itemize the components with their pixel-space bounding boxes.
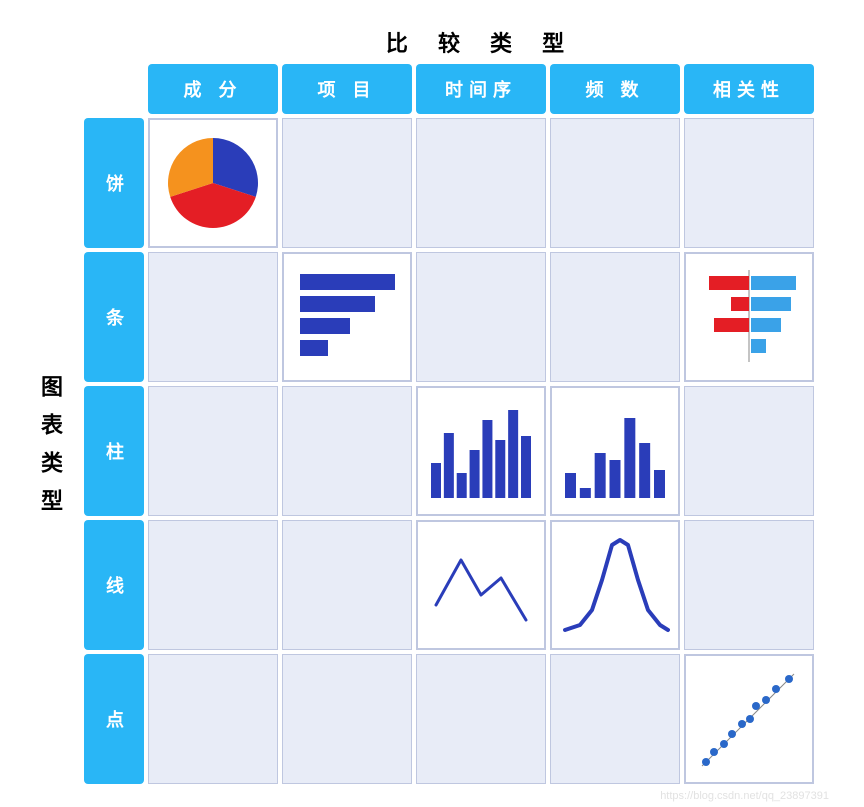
cell-r0-c4: [684, 118, 814, 248]
col-header-0: 成 分: [148, 64, 278, 114]
cell-r3-c4: [684, 520, 814, 650]
cell-r4-c2: [416, 654, 546, 784]
col-header-1: 项 目: [282, 64, 412, 114]
col-header-2: 时间序: [416, 64, 546, 114]
watermark: https://blog.csdn.net/qq_23897391: [660, 790, 829, 802]
cell-r2-c0: [148, 386, 278, 516]
row-header-1: 条: [84, 252, 144, 382]
cell-r4-c3: [550, 654, 680, 784]
column_time-chart: [426, 396, 536, 506]
cell-r1-c0: [148, 252, 278, 382]
cell-r0-c0: [148, 118, 278, 248]
cell-r3-c0: [148, 520, 278, 650]
bar_diverge-chart: [694, 262, 804, 372]
row-header-4: 点: [84, 654, 144, 784]
cell-r1-c1: [282, 252, 412, 382]
cell-r3-c2: [416, 520, 546, 650]
cell-r1-c4: [684, 252, 814, 382]
corner-blank: [20, 64, 144, 114]
cell-r1-c2: [416, 252, 546, 382]
scatter-chart: [694, 664, 804, 774]
row-header-0: 饼: [84, 118, 144, 248]
row-header-2: 柱: [84, 386, 144, 516]
cell-r0-c3: [550, 118, 680, 248]
cell-r3-c1: [282, 520, 412, 650]
cell-r0-c2: [416, 118, 546, 248]
line_bell-chart: [560, 530, 670, 640]
column_freq-chart: [560, 396, 670, 506]
col-header-3: 频 数: [550, 64, 680, 114]
col-header-4: 相关性: [684, 64, 814, 114]
line_zig-chart: [426, 530, 536, 640]
cell-r1-c3: [550, 252, 680, 382]
cell-r2-c4: [684, 386, 814, 516]
cell-r3-c3: [550, 520, 680, 650]
cell-r4-c1: [282, 654, 412, 784]
cell-r4-c4: [684, 654, 814, 784]
row-header-3: 线: [84, 520, 144, 650]
comparison-type-title: 比 较 类 型: [148, 20, 814, 60]
cell-r2-c3: [550, 386, 680, 516]
bar_h-chart: [292, 262, 402, 372]
cell-r4-c0: [148, 654, 278, 784]
cell-r2-c1: [282, 386, 412, 516]
chart-type-title: 图表类型: [20, 118, 80, 784]
cell-r0-c1: [282, 118, 412, 248]
cell-r2-c2: [416, 386, 546, 516]
pie-chart: [158, 128, 268, 238]
